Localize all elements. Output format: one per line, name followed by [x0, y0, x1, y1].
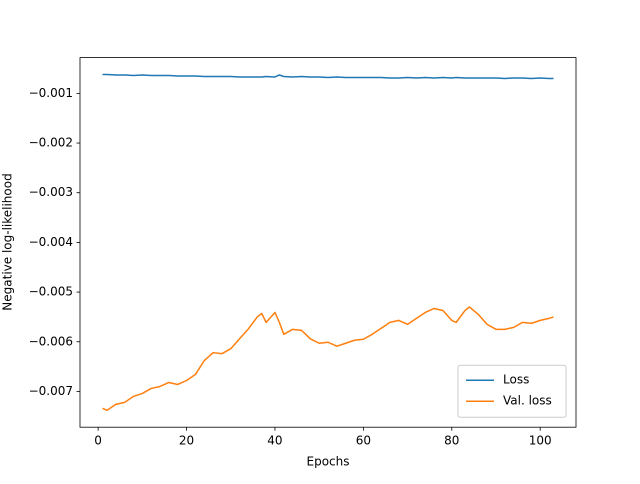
x-tick-label: 40: [267, 434, 282, 448]
x-tick-label: 20: [179, 434, 194, 448]
y-tick-label: −0.007: [29, 384, 73, 398]
series-line: [102, 306, 554, 412]
series-line: [102, 73, 554, 80]
legend-label: Val. loss: [503, 394, 552, 408]
y-tick-label: −0.005: [29, 285, 73, 299]
y-tick-label: −0.003: [29, 185, 73, 199]
x-axis-label: Epochs: [307, 455, 350, 469]
y-tick-label: −0.001: [29, 86, 73, 100]
legend-label: Loss: [503, 373, 529, 387]
x-tick-label: 0: [94, 434, 102, 448]
y-tick-label: −0.002: [29, 136, 73, 150]
legend-box: [457, 364, 567, 418]
y-axis-label: Negative log-likelihood: [1, 173, 15, 310]
x-tick-label: 80: [444, 434, 459, 448]
axes-frame: [79, 57, 577, 428]
y-tick-label: −0.004: [29, 235, 73, 249]
x-tick-label: 60: [356, 434, 371, 448]
x-tick-label: 100: [529, 434, 552, 448]
y-tick-label: −0.006: [29, 334, 73, 348]
